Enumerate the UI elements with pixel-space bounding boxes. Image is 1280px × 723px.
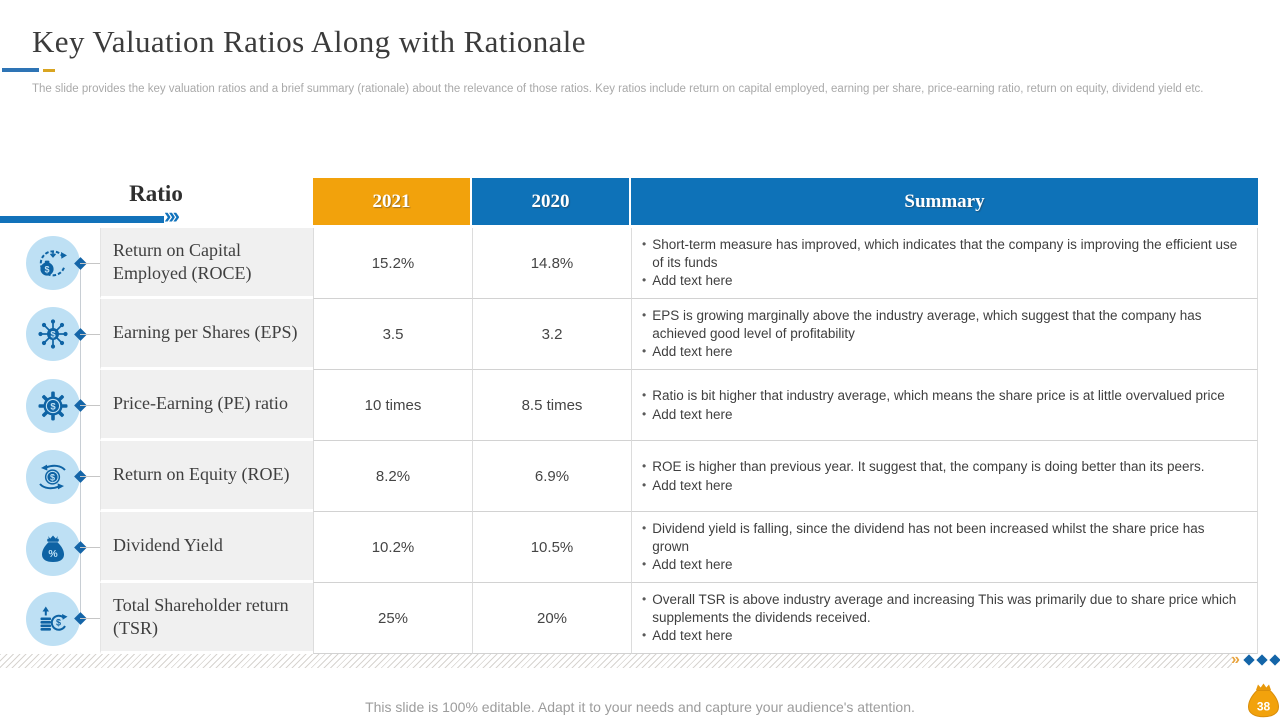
- summary-bullet: Ratio is bit higher that industry averag…: [640, 387, 1241, 405]
- title-underline-blue: [2, 68, 39, 72]
- bottom-hatch-band: [0, 654, 1232, 668]
- diamond-icon: [1243, 654, 1255, 666]
- summary-bullet: Add text here: [640, 343, 1241, 361]
- value-2020: 6.9%: [472, 441, 631, 512]
- connector-line: [80, 476, 100, 477]
- value-2020: 8.5 times: [472, 370, 631, 441]
- summary-bullet: Dividend yield is falling, since the div…: [640, 520, 1241, 556]
- svg-text:$: $: [56, 618, 61, 628]
- svg-text:$: $: [50, 330, 56, 341]
- ratio-label: Return on Equity (ROE): [100, 441, 313, 512]
- value-2021: 3.5: [313, 299, 472, 370]
- coin-stack-growth-icon: $: [26, 592, 80, 646]
- page-number: 38: [1257, 700, 1271, 714]
- value-2020: 20%: [472, 583, 631, 654]
- summary-bullet: EPS is growing marginally above the indu…: [640, 307, 1241, 343]
- ratio-label: Earning per Shares (EPS): [100, 299, 313, 370]
- ratio-label: Return on Capital Employed (ROCE): [100, 228, 313, 299]
- value-2020: 3.2: [472, 299, 631, 370]
- svg-text:$: $: [44, 264, 49, 274]
- svg-text:$: $: [50, 472, 55, 482]
- title-underline-gold: [43, 69, 55, 72]
- table-row: Total Shareholder return (TSR) 25% 20% O…: [100, 583, 1258, 654]
- moneybag-percent-icon: %: [26, 522, 80, 576]
- value-2021: 10.2%: [313, 512, 472, 583]
- table-row: Earning per Shares (EPS) 3.5 3.2 EPS is …: [100, 299, 1258, 370]
- coin-orbit-icon: $: [26, 450, 80, 504]
- table-header-row: 2021 2020 Summary: [313, 178, 1258, 225]
- summary-cell: ROE is higher than previous year. It sug…: [631, 441, 1258, 512]
- summary-cell: Ratio is bit higher that industry averag…: [631, 370, 1258, 441]
- table-row: Dividend Yield 10.2% 10.5% Dividend yiel…: [100, 512, 1258, 583]
- value-2021: 15.2%: [313, 228, 472, 299]
- summary-cell: Short-term measure has improved, which i…: [631, 228, 1258, 299]
- value-2020: 14.8%: [472, 228, 631, 299]
- footer-note: This slide is 100% editable. Adapt it to…: [365, 699, 915, 715]
- summary-bullet: Add text here: [640, 627, 1241, 645]
- table-row: Return on Capital Employed (ROCE) 15.2% …: [100, 228, 1258, 299]
- column-header-summary: Summary: [631, 178, 1258, 225]
- svg-text:$: $: [50, 402, 56, 413]
- connector-line: [80, 547, 100, 548]
- summary-bullet: ROE is higher than previous year. It sug…: [640, 458, 1241, 476]
- dollar-network-icon: $: [26, 307, 80, 361]
- table-row: Price-Earning (PE) ratio 10 times 8.5 ti…: [100, 370, 1258, 441]
- chevron-right-icon: »: [1231, 651, 1240, 668]
- summary-bullet: Add text here: [640, 477, 1241, 495]
- connector-line: [80, 618, 100, 619]
- value-2021: 8.2%: [313, 441, 472, 512]
- summary-cell: Dividend yield is falling, since the div…: [631, 512, 1258, 583]
- gear-dollar-icon: $: [26, 379, 80, 433]
- connector-line: [80, 263, 100, 264]
- summary-bullet: Overall TSR is above industry average an…: [640, 591, 1241, 627]
- summary-bullet: Add text here: [640, 406, 1241, 424]
- diamond-icon: [1269, 654, 1280, 666]
- slide-subtitle: The slide provides the key valuation rat…: [32, 83, 1204, 95]
- bottom-band-end-decor: »: [1231, 651, 1280, 668]
- page-title: Key Valuation Ratios Along with Rational…: [32, 24, 586, 59]
- svg-text:%: %: [48, 548, 58, 560]
- capital-cycle-moneybag-icon: $: [26, 236, 80, 290]
- connector-line: [80, 334, 100, 335]
- ratio-label: Dividend Yield: [100, 512, 313, 583]
- diamond-icon: [1256, 654, 1268, 666]
- value-2021: 10 times: [313, 370, 472, 441]
- page-number-moneybag-icon: 38: [1247, 681, 1280, 718]
- value-2020: 10.5%: [472, 512, 631, 583]
- summary-bullet: Add text here: [640, 556, 1241, 574]
- icon-rail-line: [80, 263, 81, 619]
- ratio-label: Price-Earning (PE) ratio: [100, 370, 313, 441]
- column-header-2020: 2020: [472, 178, 629, 225]
- ratio-column-header: Ratio: [129, 181, 183, 206]
- value-2021: 25%: [313, 583, 472, 654]
- summary-bullet: Add text here: [640, 272, 1241, 290]
- summary-cell: EPS is growing marginally above the indu…: [631, 299, 1258, 370]
- summary-bullet: Short-term measure has improved, which i…: [640, 236, 1241, 272]
- summary-cell: Overall TSR is above industry average an…: [631, 583, 1258, 654]
- table-row: Return on Equity (ROE) 8.2% 6.9% ROE is …: [100, 441, 1258, 512]
- ratio-arrow-chevrons-icon: ›››: [164, 203, 180, 228]
- column-header-2021: 2021: [313, 178, 470, 225]
- ratio-arrow-bar: [0, 216, 164, 223]
- ratio-label: Total Shareholder return (TSR): [100, 583, 313, 654]
- valuation-ratios-table: Return on Capital Employed (ROCE) 15.2% …: [100, 228, 1258, 654]
- connector-line: [80, 405, 100, 406]
